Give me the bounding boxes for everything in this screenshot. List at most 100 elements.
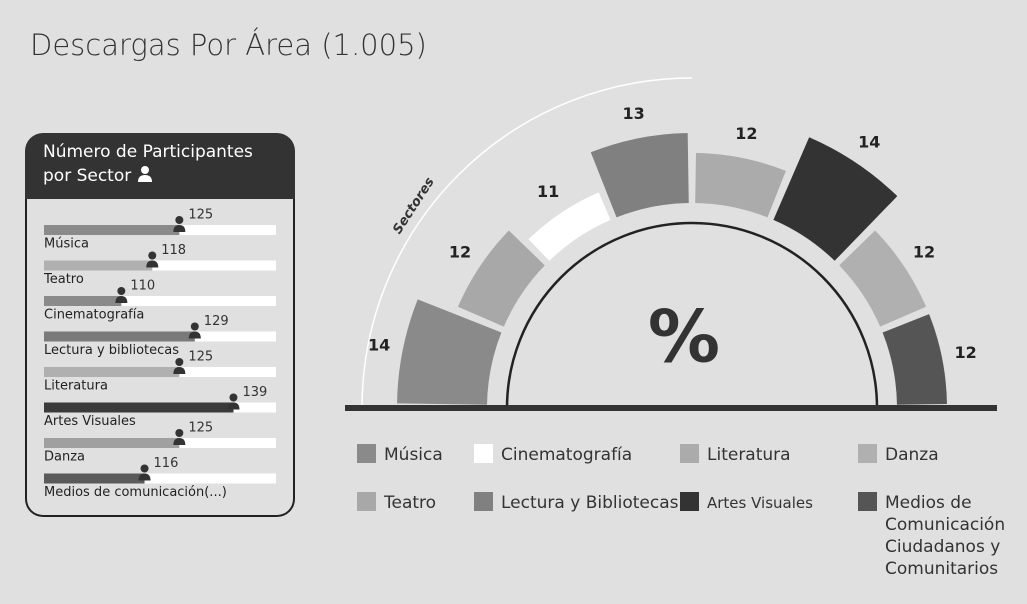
- category-label: Danza: [44, 450, 85, 465]
- value-label: 110: [130, 279, 155, 294]
- legend-label: Danza: [885, 445, 939, 465]
- legend-item: Teatro: [357, 492, 436, 514]
- category-label: Medios de comunicación(...): [44, 485, 227, 500]
- category-label: Cinematografía: [44, 308, 144, 323]
- value-label: 14: [368, 335, 390, 354]
- marker-head: [148, 251, 157, 260]
- marker-body: [146, 260, 159, 268]
- marker-head: [175, 358, 184, 366]
- value-label: 12: [955, 343, 977, 362]
- marker-head: [117, 287, 126, 295]
- legend-swatch: [357, 492, 376, 511]
- marker-body: [138, 473, 151, 481]
- bar: [44, 367, 180, 377]
- value-label: 11: [537, 182, 559, 201]
- inner-arc: [505, 221, 879, 409]
- segment: [397, 299, 502, 405]
- person-marker: [173, 358, 186, 374]
- value-label: 139: [242, 385, 267, 400]
- bar: [44, 438, 180, 448]
- legend-swatch: [858, 444, 877, 463]
- legend-item: Danza: [858, 444, 939, 466]
- bar-track: [44, 296, 276, 306]
- value-label: 12: [735, 124, 757, 143]
- legend-label: Música: [384, 445, 443, 465]
- value-label: 116: [154, 456, 179, 471]
- bar-track: [44, 260, 276, 271]
- page-title: Descargas Por Área (1.005): [30, 28, 427, 62]
- value-label: 125: [188, 208, 213, 223]
- bar: [44, 402, 234, 413]
- marker-head: [140, 464, 149, 473]
- panel-header: Número de Participantes por Sector: [25, 133, 295, 199]
- person-marker: [227, 393, 240, 410]
- value-label: 129: [204, 314, 229, 329]
- bar: [44, 473, 145, 484]
- legend-label: Literatura: [707, 445, 791, 465]
- marker-head: [229, 393, 238, 402]
- person-marker: [173, 429, 186, 445]
- legend-swatch: [680, 492, 699, 511]
- value-label: 125: [188, 350, 213, 365]
- bar: [44, 331, 195, 342]
- marker-body: [173, 438, 186, 445]
- value-label: 13: [623, 104, 645, 123]
- legend-label: Medios de Comunicación Ciudadanos y Comu…: [885, 493, 1006, 579]
- value-label: 12: [449, 242, 471, 261]
- panel-body: [25, 199, 295, 517]
- segment: [457, 230, 545, 327]
- legend-item: Música: [357, 444, 443, 466]
- value-label: 118: [161, 243, 186, 258]
- panel-title: Número de Participantes por Sector: [43, 142, 253, 186]
- legend-label: Artes Visuales: [707, 494, 813, 512]
- bar: [44, 296, 122, 306]
- value-label: 125: [188, 421, 213, 436]
- legend-item: Medios de Comunicación Ciudadanos y Comu…: [858, 492, 1010, 580]
- category-label: Literatura: [44, 379, 108, 394]
- category-label: Artes Visuales: [44, 414, 136, 429]
- legend-label: Teatro: [384, 493, 437, 513]
- legend-label: Cinematografía: [501, 445, 633, 465]
- marker-head: [175, 429, 184, 437]
- category-label: Teatro: [43, 272, 84, 287]
- legend-swatch: [357, 444, 376, 463]
- marker-body: [173, 225, 186, 232]
- legend-swatch: [474, 444, 493, 463]
- legend-swatch: [680, 444, 699, 463]
- person-marker: [188, 322, 201, 339]
- category-label: Lectura y bibliotecas: [44, 343, 179, 358]
- marker-body: [188, 331, 201, 339]
- marker-body: [227, 402, 240, 410]
- person-marker: [146, 251, 159, 268]
- segment: [882, 314, 947, 405]
- segment: [839, 230, 927, 327]
- legend-swatch: [858, 492, 877, 511]
- segment: [590, 133, 689, 218]
- category-label: Música: [44, 237, 89, 252]
- value-label: 12: [913, 242, 935, 261]
- segment: [528, 192, 611, 261]
- legend-item: Lectura y Bibliotecas: [474, 492, 678, 514]
- legend-item: Artes Visuales: [680, 492, 813, 514]
- person-marker: [173, 216, 186, 232]
- bar: [44, 260, 153, 271]
- person-icon: [137, 166, 152, 182]
- legend-swatch: [474, 492, 493, 511]
- legend-item: Literatura: [680, 444, 791, 466]
- legend-label: Lectura y Bibliotecas: [501, 493, 679, 513]
- marker-body: [173, 367, 186, 374]
- person-marker: [115, 287, 128, 303]
- bar: [44, 225, 180, 235]
- segment: [773, 137, 898, 261]
- legend-item: Cinematografía: [474, 444, 632, 466]
- marker-head: [175, 216, 184, 224]
- value-label: 14: [858, 132, 880, 151]
- bar-track: [44, 473, 276, 484]
- marker-head: [190, 322, 199, 331]
- outer-arc: [361, 77, 693, 409]
- segment: [695, 153, 786, 218]
- person-marker: [138, 464, 151, 481]
- center-label: %: [648, 295, 720, 379]
